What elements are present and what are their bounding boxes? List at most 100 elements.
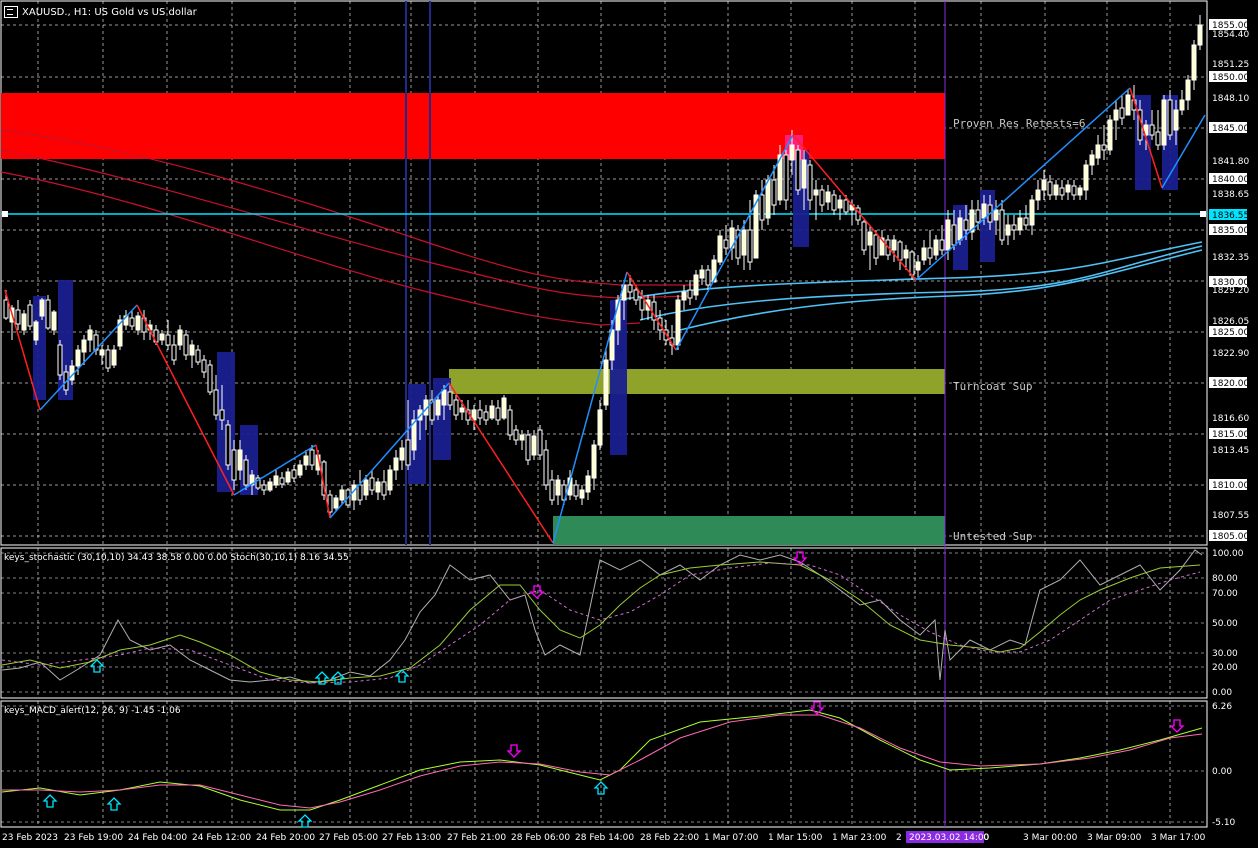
price-tick-label: 1850.00	[1212, 73, 1249, 83]
time-tick-label: 24 Feb 12:00	[192, 833, 251, 843]
turncoat-support-zone	[449, 369, 945, 394]
time-tick-label: 23 Feb 2023	[2, 833, 58, 843]
stochastic-sell-arrow-icon	[792, 551, 808, 565]
zigzag-down-1	[4, 289, 41, 411]
macd-sell-arrow-icon	[809, 701, 825, 715]
price-tick-label: 1816.60	[1212, 414, 1249, 424]
untested-support-zone	[553, 516, 945, 545]
time-tick-label: 3 Mar 00:00	[1023, 833, 1078, 843]
main-price-panel[interactable]	[0, 0, 1208, 546]
price-tick-label: 1830.00	[1212, 278, 1249, 288]
price-tick-label: 1826.05	[1212, 317, 1249, 327]
macd-buy-arrow-icon	[297, 814, 313, 828]
stochastic-level-label: 30.00	[1212, 649, 1238, 659]
stochastic-main-line	[1, 549, 1203, 684]
price-tick-label: 1805.00	[1212, 532, 1249, 542]
price-tick-label: 1848.10	[1212, 94, 1249, 104]
macd-arrows	[42, 701, 1185, 828]
cursor-time-tag	[906, 831, 984, 843]
stochastic-level-label: 20.00	[1212, 663, 1238, 673]
zigzag-up-4	[552, 271, 628, 544]
chart-window-icon[interactable]	[4, 6, 18, 18]
stochastic-sell-arrow-icon	[529, 585, 545, 599]
stochastic-axis: 100.00 80.00 70.00 50.00 30.00 20.00 0.00	[1212, 549, 1244, 698]
time-tick-label: 24 Feb 04:00	[128, 833, 187, 843]
stochastic-buy-arrow-icon	[394, 669, 410, 683]
time-axis[interactable]: 23 Feb 2023 23 Feb 19:00 24 Feb 04:00 24 Fe…	[2, 833, 1206, 843]
grid-lines	[1, 1, 1207, 827]
price-tick-label: 1835.00	[1212, 226, 1249, 236]
price-tick-label: 1813.45	[1212, 446, 1249, 456]
stochastic-buy-arrow-icon	[330, 671, 346, 685]
chart-header: XAUUSD., H1: US Gold vs US dollar	[4, 4, 197, 20]
macd-main-line	[1, 709, 1203, 811]
stochastic-dotted-line	[1, 562, 1201, 684]
stochastic-title: keys_stochastic (30,10,10) 34.43 38.58 0…	[4, 553, 349, 563]
price-tick-label: 1845.00	[1212, 124, 1249, 134]
zigzag-down-4	[448, 382, 554, 544]
time-tick-label: 23 Feb 19:00	[64, 833, 123, 843]
time-tick-label: 28 Feb 22:00	[640, 833, 699, 843]
current-price-tag	[1209, 209, 1247, 220]
time-tick-label: 3 Mar 09:00	[1087, 833, 1142, 843]
macd-sell-arrow-icon	[506, 744, 522, 758]
price-tick-label: 1815.00	[1212, 430, 1249, 440]
moving-average-blue-3	[679, 249, 1203, 331]
time-tick-label: 27 Feb 05:00	[319, 833, 378, 843]
time-tick-label: 2	[896, 833, 902, 843]
price-tick-label: 1855.00	[1212, 21, 1249, 31]
price-tick-label: 1832.35	[1212, 253, 1249, 263]
zigzag-down-7	[1129, 87, 1163, 189]
price-tick-label: 1841.80	[1212, 157, 1249, 167]
price-tick-label: 1854.40	[1212, 30, 1249, 40]
moving-average-red-2	[0, 149, 691, 299]
macd-level-label: 0.00	[1212, 767, 1232, 777]
price-tick-label: 1822.90	[1212, 349, 1249, 359]
time-tick-label: 1 Mar 15:00	[768, 833, 823, 843]
stochastic-level-label: 100.00	[1212, 549, 1244, 559]
cursor-time-label: 2023.03.02 14:00	[909, 833, 990, 843]
untested-zone-label: Untested Sup	[953, 530, 1032, 543]
stochastic-level-label: 0.00	[1212, 688, 1232, 698]
macd-panel[interactable]	[0, 700, 1208, 828]
price-tick-label: 1810.00	[1212, 481, 1249, 491]
zigzag-up-6	[915, 87, 1131, 281]
price-tick-label: 1825.00	[1212, 328, 1249, 338]
price-tick-label: 1838.65	[1212, 190, 1249, 200]
zigzag-down-3	[315, 444, 331, 519]
price-tick-label: 1851.25	[1212, 60, 1249, 70]
stochastic-level-label: 50.00	[1212, 619, 1238, 629]
resistance-zone	[1, 93, 945, 159]
moving-average-blue-1	[619, 241, 1203, 301]
price-line-handle-left[interactable]	[2, 211, 8, 217]
price-tick-label: 1840.00	[1212, 175, 1249, 185]
time-tick-label: 27 Feb 21:00	[447, 833, 506, 843]
moving-average-red-3	[0, 171, 641, 326]
macd-axis: 6.26 0.00 -5.10	[1212, 702, 1236, 828]
time-tick-label: 28 Feb 14:00	[575, 833, 634, 843]
macd-signal-line	[2, 714, 1203, 809]
price-line-handle-right[interactable]	[1200, 211, 1206, 217]
resistance-zone-label: Proven Res Retests=6	[953, 117, 1085, 130]
zigzag-up-2	[233, 444, 317, 496]
price-tick-label: 1829.20	[1212, 286, 1249, 296]
stochastic-buy-arrow-icon	[314, 671, 330, 685]
macd-sell-arrow-icon	[1169, 719, 1185, 733]
macd-level-label: -5.10	[1212, 818, 1236, 828]
zigzag-down-2	[136, 304, 235, 496]
stochastic-arrows	[89, 551, 808, 685]
turncoat-zone-label: Turncoat Sup	[953, 380, 1032, 393]
zigzag-up-7	[1161, 114, 1206, 189]
zigzag-up-5	[675, 134, 794, 351]
time-tick-label: 1 Mar 23:00	[832, 833, 887, 843]
macd-buy-arrow-icon	[106, 797, 122, 811]
moving-average-blue-2	[639, 245, 1203, 321]
zigzag-down-5	[626, 271, 677, 351]
stochastic-buy-arrow-icon	[89, 659, 105, 673]
stochastic-level-label: 80.00	[1212, 574, 1238, 584]
price-tick-label: 1807.55	[1212, 511, 1249, 521]
time-tick-label: 24 Feb 20:00	[256, 833, 315, 843]
stochastic-signal-line	[1, 561, 1201, 683]
